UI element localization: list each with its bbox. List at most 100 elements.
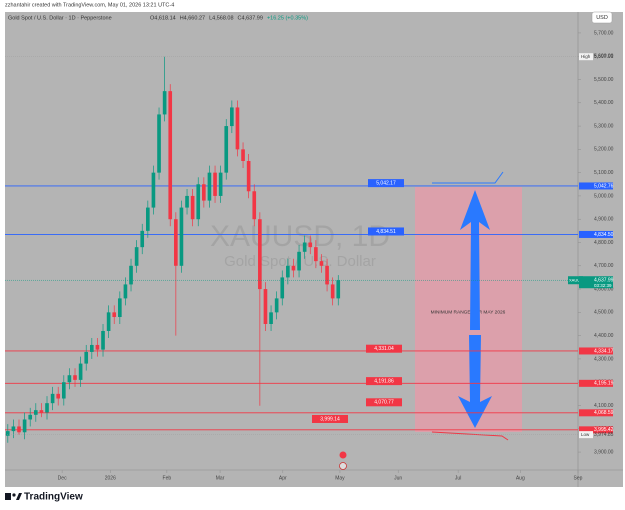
currency-button[interactable] — [591, 11, 613, 24]
candle-body — [151, 172, 156, 208]
candle-body — [297, 251, 301, 271]
candle-body — [168, 91, 173, 220]
candle-body — [39, 410, 44, 413]
legend-value: C4,637.99 — [238, 15, 263, 21]
level-axis-tag — [579, 379, 613, 387]
y-tick-label: 4,100.00 — [594, 403, 614, 409]
candle-body — [286, 265, 290, 278]
candle-body — [17, 426, 21, 433]
level-box — [366, 377, 402, 386]
x-tick-label: 2026 — [105, 475, 116, 481]
watermark: XAUUSD, 1D — [210, 220, 390, 253]
candle-body — [269, 312, 273, 324]
candle-body — [280, 277, 285, 299]
candle-body — [61, 382, 66, 399]
level-axis-tag — [579, 182, 613, 190]
level-box — [368, 227, 404, 236]
candle-body — [174, 219, 178, 266]
level-axis-tag — [579, 347, 613, 355]
level-axis-label: 3,995.42 — [594, 427, 614, 433]
candle-body — [291, 265, 296, 271]
candle-body — [95, 344, 100, 350]
extreme-value: 5,597.91 — [594, 54, 614, 60]
price-axis — [578, 12, 623, 470]
candle-body — [67, 375, 72, 383]
event-icon — [339, 451, 347, 459]
candle-body — [22, 419, 27, 433]
x-tick-label: Apr — [279, 475, 287, 481]
currency[interactable]: USD — [596, 15, 608, 21]
x-tick-label: Feb — [163, 475, 172, 481]
candle-body — [78, 363, 83, 380]
last-price-label: 4,637.99 — [594, 278, 614, 284]
y-tick-label: 5,200.00 — [594, 147, 614, 153]
candle-body — [336, 280, 341, 299]
candle-body — [50, 393, 55, 404]
level-axis-tag — [579, 230, 613, 238]
x-tick-label: Jun — [394, 475, 402, 481]
level-box — [366, 344, 402, 353]
logo-mark — [12, 493, 16, 497]
y-tick-label: 5,600.00 — [594, 54, 614, 60]
level-box — [368, 179, 404, 188]
level-axis-label: 5,042.76 — [594, 183, 614, 189]
y-tick-label: 5,500.00 — [594, 77, 614, 83]
byline: zzhantahir created with TradingView.com,… — [5, 2, 174, 8]
candle-body — [274, 298, 279, 313]
legend-value: H4,660.27 — [180, 15, 205, 21]
x-tick-label: Mar — [216, 475, 225, 481]
candle-body — [162, 91, 167, 115]
candle-body — [308, 242, 313, 248]
candle-body — [185, 195, 189, 208]
candle-body — [157, 114, 161, 173]
candle-body — [45, 403, 49, 413]
candle-body — [11, 426, 16, 432]
level-axis-label: 4,334.17 — [594, 348, 614, 354]
candle-body — [213, 172, 217, 196]
y-tick-label: 4,600.00 — [594, 286, 614, 292]
candle-body — [319, 261, 324, 266]
y-tick-label: 3,900.00 — [594, 449, 614, 455]
x-tick-label: Dec — [58, 475, 67, 481]
candle-body — [146, 207, 150, 231]
candle-body — [230, 107, 234, 127]
logo-mark — [5, 493, 11, 500]
extreme-title: Low — [581, 432, 590, 437]
x-tick-label: Aug — [516, 475, 525, 481]
last-price-symbol: XAUUSD — [569, 277, 586, 282]
candle-body — [190, 195, 195, 220]
level-box-label: 5,042.17 — [376, 180, 396, 186]
candle-body — [123, 284, 128, 299]
extreme-tag — [579, 53, 593, 61]
x-tick-label: Sep — [574, 475, 583, 481]
logo-mark — [16, 493, 22, 500]
level-box-label: 4,331.04 — [374, 346, 394, 352]
candle-body — [218, 172, 223, 196]
candle-body — [140, 230, 145, 248]
event-icon — [339, 462, 347, 470]
candle-body — [89, 344, 94, 352]
annotation: MINIMUM RANGE FOR MAY 2026 — [431, 309, 506, 315]
candle-body — [224, 126, 229, 173]
thin-arrow — [432, 171, 504, 184]
level-box — [366, 398, 402, 407]
last-price-axis — [579, 276, 613, 289]
countdown: 03:32:39 — [594, 283, 612, 288]
candle-body — [101, 330, 105, 350]
extreme-tag — [579, 431, 593, 439]
candle-body — [202, 184, 206, 201]
level-box — [312, 414, 348, 423]
level-axis-tag — [579, 409, 613, 417]
y-tick-label: 4,400.00 — [594, 333, 614, 339]
candle-body — [179, 207, 184, 266]
y-tick-label: 5,100.00 — [594, 170, 614, 176]
candle-body — [84, 351, 89, 364]
candle-body — [246, 161, 251, 192]
candle-body — [5, 431, 10, 436]
legend-value: +16.25 (+0.35%) — [267, 15, 308, 21]
level-box-label: 4,070.77 — [374, 400, 394, 406]
candle-body — [235, 107, 240, 150]
legend-value: L4,568.08 — [209, 15, 233, 21]
